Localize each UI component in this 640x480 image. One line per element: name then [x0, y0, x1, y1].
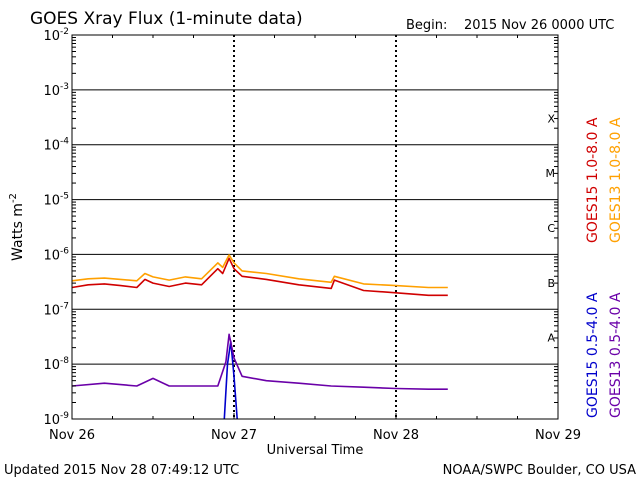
flare-class-label: M — [546, 167, 556, 180]
series-line-4 — [71, 333, 448, 390]
y-tick-label: 10-4 — [43, 137, 69, 154]
x-tick-label: Nov 26 — [49, 428, 95, 443]
chart-title: GOES Xray Flux (1-minute data) — [30, 9, 303, 29]
y-tick-label: 10-3 — [43, 82, 69, 99]
y-tick-label-base: 10 — [43, 29, 60, 44]
y-tick-label: 10-7 — [43, 301, 69, 318]
y-tick-label: 10-2 — [43, 27, 69, 44]
flare-class-label: X — [547, 112, 555, 125]
y-axis-label: Watts m-2 — [8, 193, 26, 261]
y-tick-label-exp: -5 — [60, 192, 69, 202]
legend-entry: GOES15 0.5-4.0 A — [585, 292, 601, 418]
flare-class-label: C — [547, 222, 555, 235]
x-axis-label: Universal Time — [267, 443, 364, 458]
y-tick-label-exp: -3 — [60, 82, 69, 92]
legend-entry: GOES13 1.0-8.0 A — [608, 117, 624, 243]
y-tick-label-exp: -9 — [60, 411, 69, 421]
y-tick-label-base: 10 — [43, 84, 60, 99]
y-axis-label-base: Watts m — [10, 203, 26, 261]
y-tick-label-exp: -7 — [60, 301, 69, 311]
y-tick-label: 10-9 — [43, 411, 69, 428]
y-tick-label: 10-6 — [43, 246, 69, 263]
flare-class-label: A — [547, 332, 555, 345]
y-axis-label-exp: -2 — [8, 193, 19, 203]
y-tick-label: 10-8 — [43, 356, 69, 373]
x-tick-label: Nov 28 — [373, 428, 419, 443]
begin-value: 2015 Nov 26 0000 UTC — [464, 18, 614, 33]
series-line-1 — [71, 257, 448, 297]
y-tick-label-base: 10 — [43, 194, 60, 209]
flare-class-label: B — [547, 277, 555, 290]
y-tick-label-exp: -8 — [60, 356, 69, 366]
x-tick-label: Nov 27 — [211, 428, 257, 443]
y-tick-label-exp: -2 — [60, 27, 69, 37]
y-tick-label-base: 10 — [43, 303, 60, 318]
credit-text: NOAA/SWPC Boulder, CO USA — [443, 463, 636, 478]
y-tick-label-base: 10 — [43, 358, 60, 373]
y-tick-label: 10-5 — [43, 192, 69, 209]
y-tick-label-exp: -6 — [60, 246, 69, 256]
x-tick-label: Nov 29 — [535, 428, 581, 443]
series-line-2 — [71, 254, 448, 289]
legend-entry: GOES15 1.0-8.0 A — [585, 117, 601, 243]
begin-label: Begin: — [406, 18, 447, 33]
legend-entry: GOES13 0.5-4.0 A — [608, 292, 624, 418]
updated-text: Updated 2015 Nov 28 07:49:12 UTC — [4, 463, 239, 478]
y-tick-label-base: 10 — [43, 248, 60, 263]
y-tick-label-exp: -4 — [60, 137, 69, 147]
y-tick-label-base: 10 — [43, 139, 60, 154]
y-tick-label-base: 10 — [43, 413, 60, 428]
